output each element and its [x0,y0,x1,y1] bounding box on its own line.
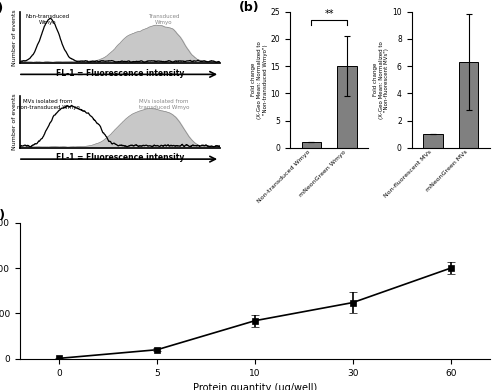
Y-axis label: Number of events: Number of events [12,94,17,151]
Text: MVs isolated from
transduced Wmyo: MVs isolated from transduced Wmyo [138,99,189,110]
Y-axis label: Fold change
(X-Geo Mean: Normalized to
"Non-transduced Wmyo"): Fold change (X-Geo Mean: Normalized to "… [252,41,268,119]
Text: MVs isolated from
non-transduced Wmyo: MVs isolated from non-transduced Wmyo [16,99,80,110]
Text: (a): (a) [0,2,4,16]
Text: Transduced
Wmyo: Transduced Wmyo [148,14,180,25]
Y-axis label: Fold change
(X-Geo Mean: Normalized to
"Non-fluorescent MVs"): Fold change (X-Geo Mean: Normalized to "… [373,41,390,119]
X-axis label: FL-1 = Fluorescence intensity: FL-1 = Fluorescence intensity [56,69,184,78]
Text: (b): (b) [239,1,260,14]
X-axis label: FL-1 = Fluorescence intensity: FL-1 = Fluorescence intensity [56,153,184,162]
Bar [337,66,357,148]
Text: **: ** [324,9,334,18]
Bar [459,62,478,148]
Bar [423,134,443,148]
Bar [302,142,321,148]
Text: (c): (c) [0,209,6,222]
Y-axis label: Number of events: Number of events [12,9,17,66]
Text: Non-transduced
Wmyo: Non-transduced Wmyo [26,14,70,25]
X-axis label: Protein quantity (μg/well): Protein quantity (μg/well) [193,383,317,390]
